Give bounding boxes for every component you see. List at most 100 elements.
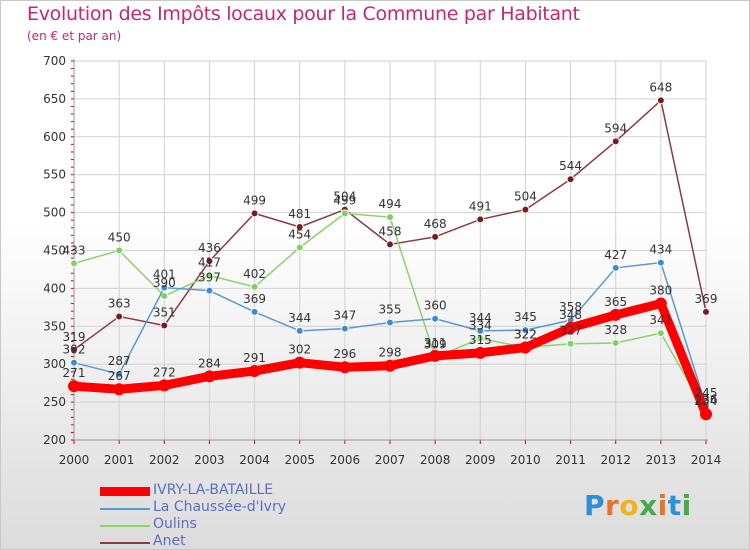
chart-title: Evolution des Impôts locaux pour la Comm… bbox=[27, 3, 580, 25]
data-point bbox=[386, 240, 394, 249]
legend-label: La Chaussée-d'Ivry bbox=[153, 499, 286, 515]
y-tick-label: 700 bbox=[43, 54, 66, 68]
data-label: 369 bbox=[243, 292, 266, 306]
logo-letter: r bbox=[605, 489, 620, 522]
chart-subtitle: (en € et par an) bbox=[27, 29, 122, 43]
proxiti-logo: Proxiti bbox=[584, 489, 692, 522]
data-point bbox=[293, 356, 306, 369]
data-point bbox=[160, 291, 169, 300]
data-label: 319 bbox=[63, 330, 86, 344]
data-label: 481 bbox=[288, 207, 311, 221]
legend-label: Oulins bbox=[153, 516, 197, 532]
data-point bbox=[205, 286, 214, 295]
y-tick-label: 400 bbox=[43, 281, 66, 295]
y-tick-label: 500 bbox=[43, 206, 66, 220]
data-label: 296 bbox=[333, 347, 356, 361]
y-tick-label: 650 bbox=[43, 92, 66, 106]
data-point bbox=[203, 370, 216, 383]
data-point bbox=[250, 209, 259, 218]
data-point bbox=[474, 346, 487, 359]
data-point bbox=[519, 341, 532, 354]
data-point bbox=[566, 175, 575, 184]
data-label: 544 bbox=[559, 159, 582, 173]
data-label: 291 bbox=[243, 351, 266, 365]
data-point bbox=[700, 408, 712, 421]
data-label: 358 bbox=[559, 300, 582, 314]
x-tick-label: 2011 bbox=[555, 453, 586, 467]
data-label: 344 bbox=[469, 311, 492, 325]
data-point bbox=[476, 326, 485, 335]
data-point bbox=[113, 383, 126, 396]
data-point bbox=[338, 361, 351, 374]
x-tick-label: 2014 bbox=[691, 453, 722, 467]
data-point bbox=[68, 380, 80, 393]
y-tick-label: 350 bbox=[43, 319, 66, 333]
data-point bbox=[115, 312, 124, 321]
legend-swatch bbox=[100, 487, 150, 496]
logo-letter: x bbox=[639, 489, 658, 522]
data-point bbox=[429, 349, 442, 362]
data-point bbox=[386, 318, 394, 327]
data-label: 315 bbox=[469, 333, 492, 347]
y-tick-label: 200 bbox=[43, 433, 66, 447]
data-label: 436 bbox=[198, 241, 221, 255]
data-point bbox=[431, 232, 440, 241]
x-tick-label: 2002 bbox=[149, 453, 180, 467]
data-label: 363 bbox=[108, 296, 131, 310]
data-label: 494 bbox=[379, 197, 402, 211]
data-point bbox=[295, 326, 304, 335]
data-label: 334 bbox=[469, 318, 492, 332]
data-point bbox=[340, 324, 349, 333]
data-label: 322 bbox=[514, 328, 537, 342]
data-point bbox=[340, 209, 349, 218]
logo-letter: P bbox=[584, 489, 606, 522]
data-point bbox=[250, 307, 259, 316]
data-point bbox=[158, 379, 171, 392]
x-tick-label: 2000 bbox=[59, 453, 90, 467]
legend-swatch bbox=[100, 542, 150, 544]
data-label: 345 bbox=[514, 310, 537, 324]
data-point bbox=[656, 329, 665, 338]
data-label: 287 bbox=[108, 354, 131, 368]
data-point bbox=[521, 205, 530, 214]
legend-swatch bbox=[100, 525, 150, 527]
data-point bbox=[248, 365, 261, 378]
data-point bbox=[115, 246, 124, 255]
data-label: 504 bbox=[514, 190, 537, 204]
data-label: 309 bbox=[424, 337, 447, 351]
data-label: 284 bbox=[198, 356, 221, 370]
data-label: 397 bbox=[198, 271, 221, 285]
data-point bbox=[160, 321, 169, 330]
data-label: 236 bbox=[695, 393, 718, 407]
legend-swatch bbox=[100, 508, 150, 510]
data-point bbox=[431, 314, 440, 323]
legend-label: IVRY-LA-BATAILLE bbox=[153, 482, 274, 498]
data-point bbox=[160, 283, 169, 292]
data-label: 648 bbox=[649, 80, 672, 94]
data-label: 369 bbox=[695, 292, 718, 306]
data-point bbox=[205, 257, 214, 266]
data-label: 427 bbox=[604, 248, 627, 262]
data-label: 328 bbox=[604, 323, 627, 337]
data-point bbox=[70, 345, 78, 354]
x-tick-label: 2009 bbox=[465, 453, 496, 467]
data-label: 365 bbox=[604, 295, 627, 309]
data-label: 433 bbox=[63, 243, 86, 257]
x-tick-label: 2004 bbox=[239, 453, 270, 467]
data-label: 267 bbox=[108, 369, 131, 383]
data-label: 272 bbox=[153, 365, 176, 379]
y-tick-label: 550 bbox=[43, 168, 66, 182]
data-point bbox=[295, 223, 304, 232]
data-label: 402 bbox=[243, 267, 266, 281]
data-label: 360 bbox=[424, 299, 447, 313]
data-label: 458 bbox=[379, 224, 402, 238]
x-tick-label: 2006 bbox=[330, 453, 361, 467]
x-tick-label: 2003 bbox=[194, 453, 225, 467]
data-label: 355 bbox=[379, 303, 402, 317]
logo-letter: t bbox=[667, 489, 682, 522]
data-point bbox=[611, 263, 620, 272]
data-label: 341 bbox=[649, 313, 672, 327]
data-point bbox=[702, 307, 710, 316]
